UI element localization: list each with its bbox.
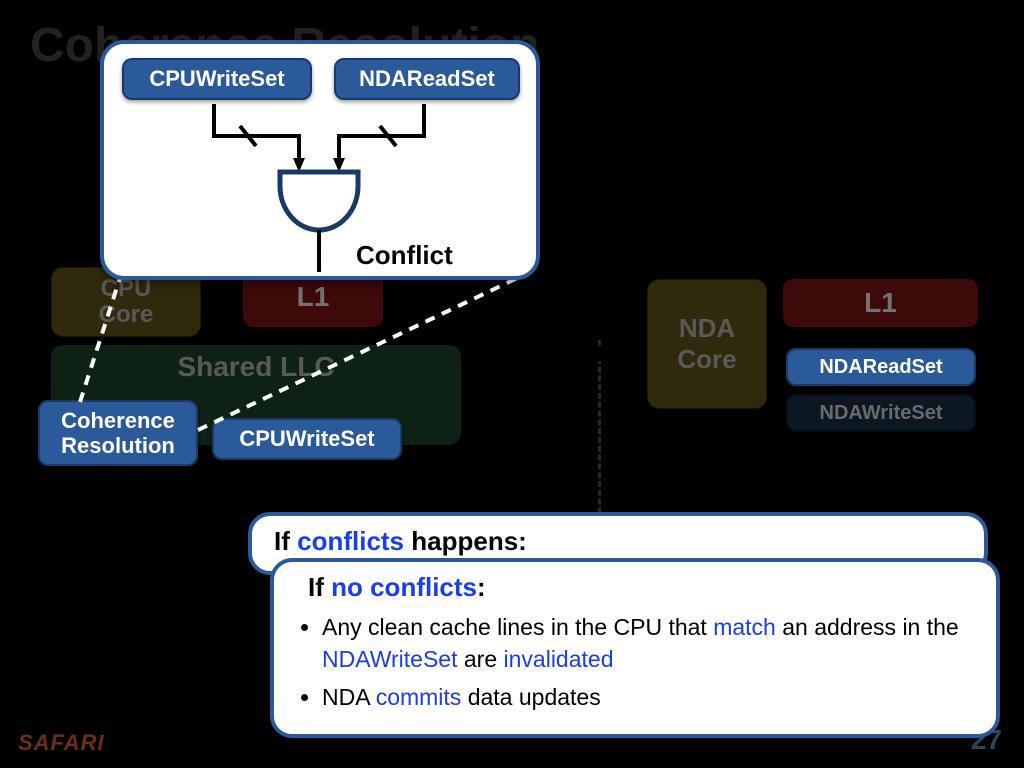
brand-logo: SAFARI (18, 730, 105, 756)
no-conflicts-head: If no conflicts: (296, 572, 974, 603)
conflict-label: Conflict (356, 240, 453, 271)
coherence-resolution: Coherence Resolution (38, 400, 198, 466)
callout-cpuwriteset: CPUWriteSet (122, 58, 312, 100)
nda-core: NDA Core (647, 279, 767, 409)
nda-readset: NDAReadSet (786, 348, 976, 386)
divider (598, 340, 601, 540)
nda-l1: L1 (783, 279, 978, 327)
and-gate-icon (104, 96, 544, 286)
cpu-writeset: CPUWriteSet (212, 418, 402, 460)
no-conflicts-card: If no conflicts: Any clean cache lines i… (270, 558, 1000, 738)
nda-writeset: NDAWriteSet (786, 394, 976, 432)
bullet-2: NDA commits data updates (322, 681, 974, 713)
bidir-arrow-icon (567, 340, 629, 370)
bullet-1: Any clean cache lines in the CPU that ma… (322, 611, 974, 675)
callout-ndareadset: NDAReadSet (334, 58, 520, 100)
conflicts-head: If conflicts happens: (274, 526, 962, 557)
no-conflicts-bullets: Any clean cache lines in the CPU that ma… (322, 611, 974, 714)
conflict-gate-callout: CPUWriteSet NDAReadSet Conflict (100, 40, 540, 280)
